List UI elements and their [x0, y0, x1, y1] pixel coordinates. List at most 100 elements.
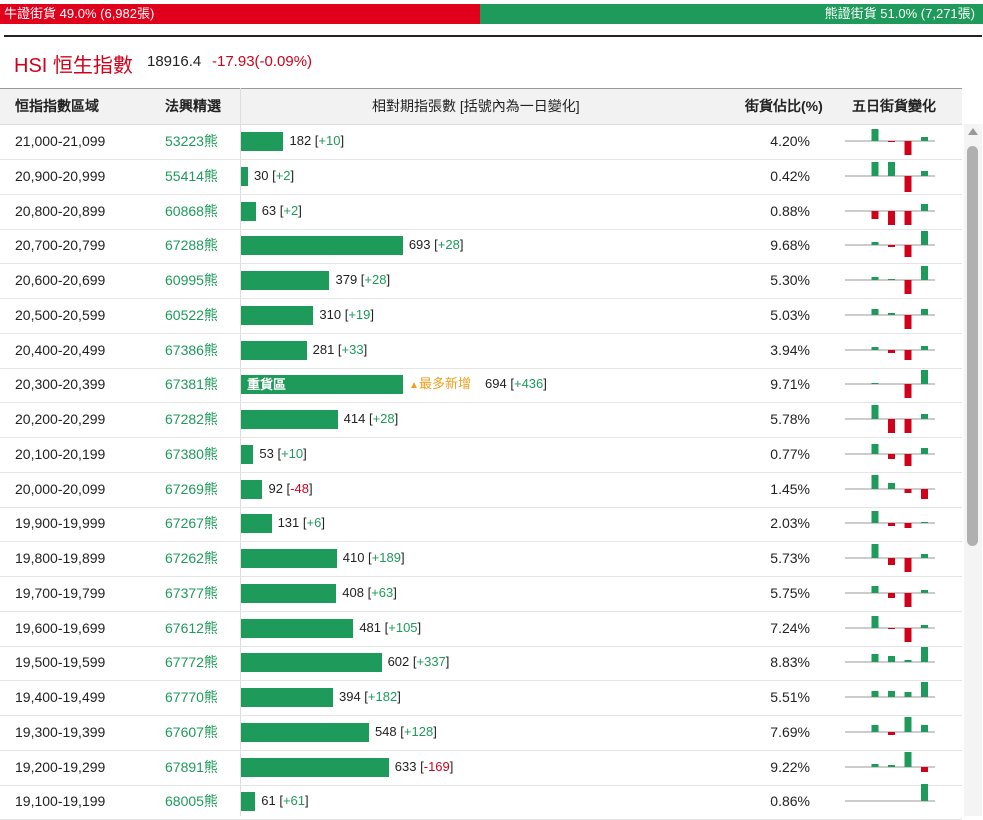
- table-row: 20,500-20,599 60522熊 310 [+19] 5.03%: [0, 298, 962, 334]
- warrant-link[interactable]: 67267熊: [165, 515, 218, 532]
- table-row: 21,000-21,099 53223熊 182 [+10] 4.20%: [0, 124, 962, 160]
- five-day-bar: [871, 161, 879, 176]
- scroll-up[interactable]: [968, 128, 978, 135]
- bracket: [: [363, 584, 372, 600]
- warrant-link[interactable]: 67891熊: [165, 758, 218, 775]
- five-day-bar: [921, 784, 928, 802]
- share: 5.75%: [770, 584, 810, 601]
- count: 53: [259, 445, 274, 461]
- warrant-link[interactable]: 60522熊: [165, 306, 218, 323]
- daily-change: +337: [416, 654, 446, 670]
- daily-change: +6: [306, 515, 322, 531]
- count-bar: [241, 201, 256, 221]
- five-day-bar: [888, 656, 895, 663]
- bull-bear-bar: 牛證街貨 49.0% (6,982張) 熊證街貨 51.0% (7,271張): [0, 4, 983, 24]
- warrant-link[interactable]: 67612熊: [165, 619, 218, 636]
- five-day-bar: [904, 660, 912, 663]
- count-text: 602 [+337]: [388, 645, 450, 679]
- five-day-bar: [888, 161, 895, 176]
- warrant-link[interactable]: 67262熊: [165, 550, 218, 566]
- warrant-link[interactable]: 60995熊: [165, 272, 218, 288]
- five-day-bar: [921, 170, 928, 176]
- five-day-bar: [904, 453, 912, 466]
- share: 5.03%: [770, 306, 810, 323]
- share: 2.03%: [770, 515, 810, 532]
- bracket: [: [273, 445, 282, 461]
- five-day-bar: [904, 523, 912, 529]
- count: 394: [338, 689, 361, 704]
- column-header: 相對期指張數 [括號內為一日變化]: [372, 98, 580, 114]
- scroll-thumb[interactable]: [967, 146, 978, 546]
- warrant-link[interactable]: 67288熊: [165, 237, 218, 254]
- range: 19,500-19,599: [15, 654, 106, 671]
- warrant-link[interactable]: 67386熊: [165, 341, 218, 358]
- five-day-chart: [845, 544, 935, 572]
- daily-change: +105: [388, 619, 418, 635]
- bracket: [: [276, 202, 284, 218]
- range: 20,800-20,899: [15, 202, 106, 219]
- bracket: [: [341, 306, 349, 322]
- count: 379: [335, 272, 358, 287]
- count-text: 408 [+63]: [342, 576, 397, 610]
- warrant-link[interactable]: 68005熊: [165, 793, 218, 810]
- count-text: 694 [+436]: [485, 367, 547, 401]
- warrant-link[interactable]: 67380熊: [165, 445, 218, 462]
- bracket: [: [416, 758, 424, 774]
- five-day-bar: [888, 210, 895, 225]
- share: 7.69%: [770, 723, 810, 740]
- share: 0.77%: [770, 445, 810, 462]
- five-day-bar: [871, 511, 879, 524]
- range: 20,700-20,799: [15, 237, 106, 254]
- range: 20,100-20,199: [15, 445, 106, 462]
- share: 9.71%: [770, 376, 810, 393]
- five-day-bar: [921, 345, 928, 350]
- column-divider: [240, 88, 241, 816]
- five-day-bar: [921, 447, 928, 454]
- count-text: 131 [+6]: [278, 506, 325, 540]
- warrant-link[interactable]: 67377熊: [165, 584, 218, 601]
- daily-change: +189: [371, 550, 401, 565]
- five-day-chart: [845, 647, 935, 663]
- share: 0.88%: [770, 202, 810, 219]
- count-text: 30 [+2]: [254, 159, 294, 193]
- share: 5.30%: [770, 272, 810, 288]
- warrant-link[interactable]: 55414熊: [165, 167, 218, 184]
- bracket: ]: [397, 689, 401, 704]
- daily-change: +28: [364, 272, 387, 287]
- bracket: [: [364, 550, 372, 565]
- count-bar: [241, 479, 263, 499]
- count-bar: [241, 757, 389, 777]
- five-day-bar: [888, 141, 895, 142]
- scrollbar[interactable]: [964, 124, 982, 816]
- share: 4.20%: [770, 133, 810, 149]
- five-day-bar: [871, 308, 879, 315]
- table-row: 20,900-20,999 55414熊 30 [+2] 0.42%: [0, 159, 962, 195]
- range: 19,100-19,199: [15, 793, 106, 810]
- warrant-link[interactable]: 67770熊: [165, 689, 218, 705]
- five-day-bar: [888, 419, 895, 433]
- five-day-bar: [871, 654, 879, 663]
- warrant-link[interactable]: 67772熊: [165, 654, 218, 671]
- warrant-link[interactable]: 60868熊: [165, 202, 218, 219]
- count: 131: [277, 515, 300, 531]
- warrant-link[interactable]: 67607熊: [165, 723, 218, 740]
- five-day-bar: [871, 405, 879, 419]
- warrant-link[interactable]: 67282熊: [165, 411, 218, 427]
- count-bar: [241, 444, 254, 464]
- bracket: [: [396, 723, 404, 739]
- daily-change: +10: [318, 133, 341, 148]
- warrant-link[interactable]: 67381熊: [165, 376, 218, 393]
- warrant-link[interactable]: 53223熊: [165, 133, 218, 149]
- daily-change: +2: [275, 167, 291, 183]
- count: 633: [394, 758, 417, 774]
- share: 5.51%: [770, 689, 810, 705]
- count: 182: [289, 133, 312, 148]
- five-day-bar: [871, 277, 879, 280]
- warrant-link[interactable]: 67269熊: [165, 480, 218, 497]
- five-day-bar: [888, 691, 895, 697]
- column-header: 法興精選: [165, 98, 221, 114]
- five-day-bar: [921, 414, 928, 419]
- count-text: 310 [+19]: [319, 298, 374, 332]
- bracket: ]: [370, 306, 374, 322]
- range: 19,200-19,299: [15, 758, 106, 775]
